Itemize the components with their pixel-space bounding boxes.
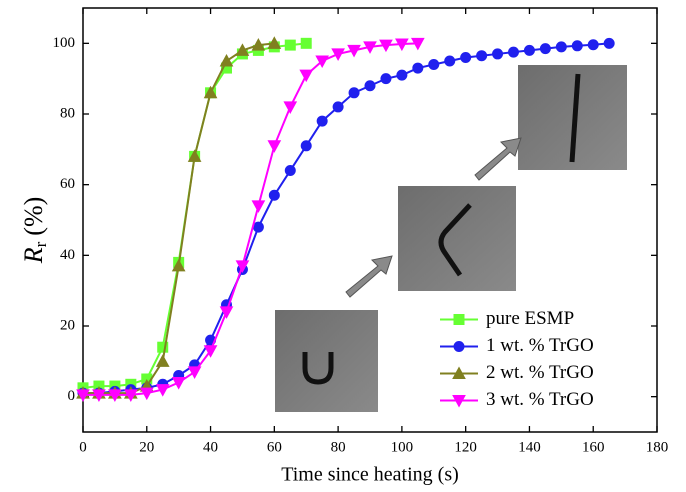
marker	[365, 81, 375, 91]
marker	[252, 201, 264, 212]
marker	[509, 47, 519, 57]
legend-label: 3 wt. % TrGO	[486, 389, 594, 410]
marker	[173, 378, 185, 389]
x-tick-label: 80	[331, 439, 346, 455]
x-tick-label: 20	[139, 439, 154, 455]
marker	[301, 141, 311, 151]
x-tick-label: 120	[454, 439, 477, 455]
marker	[445, 56, 455, 66]
y-tick-label: 100	[53, 35, 76, 51]
inset-photo	[398, 186, 516, 291]
chart: Time since heating (s) Rr (%) 0 20 40 60 80 10…	[0, 0, 686, 492]
marker	[332, 49, 344, 60]
marker	[300, 70, 312, 81]
legend-label: pure ESMP	[486, 308, 574, 329]
marker	[317, 116, 327, 126]
marker	[493, 49, 503, 59]
y-tick-label: 20	[60, 317, 75, 333]
arrow	[346, 256, 392, 297]
x-tick-label: 60	[267, 439, 282, 455]
y-tick-label: 80	[60, 105, 75, 121]
y-label-unit: (%)	[19, 197, 48, 236]
x-tick-label: 160	[582, 439, 605, 455]
marker	[189, 367, 201, 378]
y-label-symbol: R	[19, 247, 48, 264]
marker	[540, 44, 550, 54]
marker	[221, 55, 233, 66]
marker	[572, 41, 582, 51]
y-tick-label: 60	[60, 176, 75, 192]
marker	[333, 102, 343, 112]
marker	[429, 60, 439, 70]
x-tick-label: 100	[391, 439, 414, 455]
y-axis-label: Rr (%)	[19, 197, 50, 265]
marker	[397, 70, 407, 80]
marker	[588, 40, 598, 50]
marker	[285, 166, 295, 176]
inset-photo	[275, 310, 378, 412]
marker	[301, 38, 311, 48]
marker	[284, 102, 296, 113]
marker	[454, 342, 464, 352]
marker	[381, 74, 391, 84]
marker	[268, 141, 280, 152]
x-tick-label: 40	[203, 439, 218, 455]
marker	[454, 315, 464, 325]
marker	[413, 63, 423, 73]
x-tick-label: 140	[518, 439, 541, 455]
marker	[524, 45, 534, 55]
legend-label: 2 wt. % TrGO	[486, 362, 594, 383]
x-axis-label: Time since heating (s)	[281, 464, 459, 486]
y-tick-label: 40	[60, 247, 75, 263]
page: Time since heating (s) Rr (%) 0 20 40 60 80 10…	[0, 0, 686, 492]
marker	[604, 38, 614, 48]
legend-label: 1 wt. % TrGO	[486, 335, 594, 356]
marker	[349, 88, 359, 98]
x-tick-label: 180	[646, 439, 669, 455]
marker	[253, 222, 263, 232]
marker	[461, 52, 471, 62]
marker	[269, 190, 279, 200]
marker	[285, 40, 295, 50]
arrow	[475, 138, 521, 180]
x-tick-label: 0	[79, 439, 87, 455]
marker	[477, 51, 487, 61]
marker	[556, 42, 566, 52]
y-tick-label: 0	[68, 388, 76, 404]
series-line	[83, 43, 274, 393]
y-label-subscript: r	[31, 241, 50, 247]
series-line	[83, 43, 306, 388]
